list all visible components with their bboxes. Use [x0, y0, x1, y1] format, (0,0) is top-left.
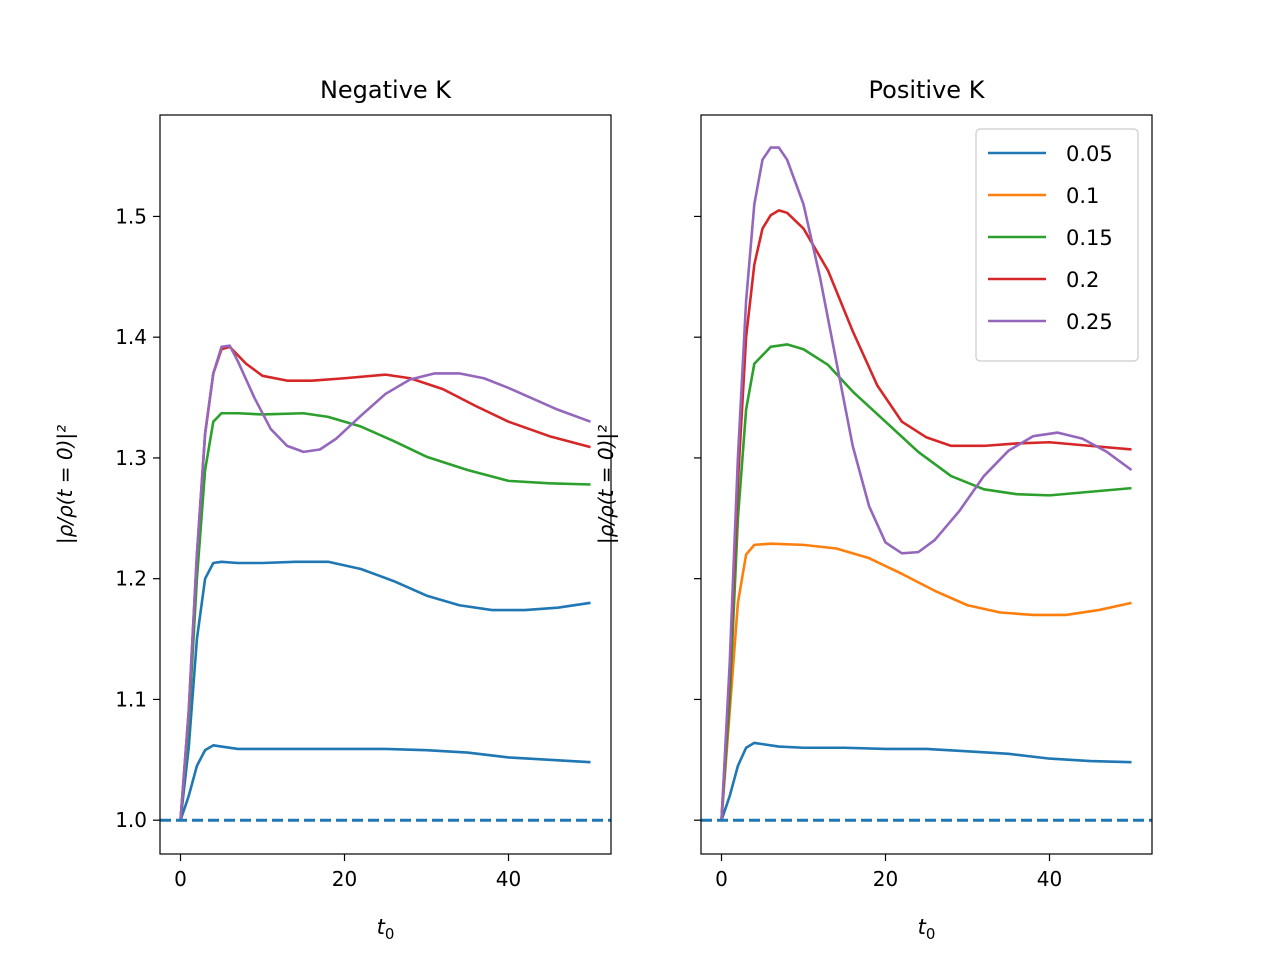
legend-label: 0.1 — [1066, 184, 1099, 208]
legend-label: 0.25 — [1066, 310, 1113, 334]
series-line-0-05 — [720, 741, 1132, 821]
x-axis-label: t0 — [918, 915, 936, 943]
series-line-0-25 — [720, 146, 1133, 821]
legend-label: 0.2 — [1066, 268, 1099, 292]
x-tick-label: 0 — [174, 867, 187, 891]
series-line-0-1 — [179, 560, 591, 821]
axes-frame — [700, 114, 1153, 855]
legend-box — [975, 128, 1139, 362]
y-axis-label: |ρ/ρ(t = 0)|² — [594, 425, 618, 544]
y-tick-label: 1.4 — [115, 325, 147, 349]
y-tick-label: 1.2 — [115, 567, 147, 591]
x-tick-label: 40 — [496, 867, 521, 891]
panel-positive-k: 0 20 40 Positive K t0 |ρ/ρ(t = 0)|² 0.05 0.1 0.1… — [594, 76, 1153, 943]
chart-title: Negative K — [320, 76, 452, 104]
series-line-0-2 — [720, 209, 1132, 821]
axes-frame — [159, 114, 612, 855]
x-tick-label: 20 — [873, 867, 898, 891]
x-tick-label: 40 — [1037, 867, 1062, 891]
legend-label: 0.15 — [1066, 226, 1113, 250]
y-tick-label: 1.5 — [115, 204, 147, 228]
y-tick-label: 1.0 — [115, 808, 147, 832]
x-axis-label: t0 — [377, 915, 395, 943]
legend-label: 0.05 — [1066, 142, 1113, 166]
panel-negative-k: 0 20 40 1.0 1.1 1.2 1.3 1.4 1.5 Negative K t0 |ρ/ρ(… — [53, 76, 612, 943]
series-line-0-15 — [179, 411, 591, 821]
y-tick-label: 1.1 — [115, 687, 147, 711]
series-line-0-25 — [179, 344, 591, 821]
x-tick-label: 20 — [332, 867, 357, 891]
x-tick-label: 0 — [715, 867, 728, 891]
series-line-0-05 — [179, 744, 591, 821]
y-tick-label: 1.3 — [115, 446, 147, 470]
legend: 0.05 0.1 0.15 0.2 0.25 — [975, 128, 1139, 362]
chart-title: Positive K — [869, 76, 986, 104]
y-axis-label: |ρ/ρ(t = 0)|² — [53, 425, 77, 544]
series-line-0-1 — [720, 542, 1132, 821]
